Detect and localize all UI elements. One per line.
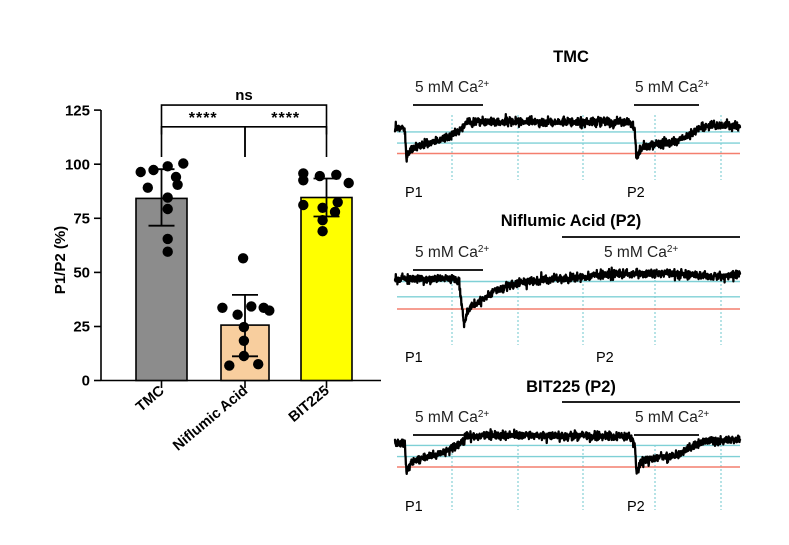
svg-text:5 mM Ca2+: 5 mM Ca2+ <box>635 79 709 97</box>
svg-text:Niflumic Acid (P2): Niflumic Acid (P2) <box>501 212 642 230</box>
svg-text:5 mM Ca2+: 5 mM Ca2+ <box>604 244 678 262</box>
svg-text:Niflumic Acid: Niflumic Acid <box>170 383 251 454</box>
svg-text:TMC: TMC <box>133 382 168 415</box>
svg-text:P1: P1 <box>405 185 423 201</box>
svg-text:ns: ns <box>235 87 253 104</box>
svg-text:BIT225 (P2): BIT225 (P2) <box>526 378 616 396</box>
svg-text:5 mM Ca2+: 5 mM Ca2+ <box>415 79 489 97</box>
svg-text:5 mM Ca2+: 5 mM Ca2+ <box>415 409 489 427</box>
svg-text:****: **** <box>189 110 218 127</box>
svg-text:125: 125 <box>65 103 90 120</box>
svg-text:0: 0 <box>82 373 90 390</box>
svg-text:5 mM Ca2+: 5 mM Ca2+ <box>635 409 709 427</box>
svg-text:25: 25 <box>73 319 90 336</box>
svg-text:P2: P2 <box>596 350 614 366</box>
svg-text:P1: P1 <box>405 350 423 366</box>
svg-text:P1: P1 <box>405 499 423 515</box>
svg-text:****: **** <box>271 110 300 127</box>
svg-text:P2: P2 <box>627 499 645 515</box>
svg-text:5 mM Ca2+: 5 mM Ca2+ <box>415 244 489 262</box>
svg-text:P2: P2 <box>627 185 645 201</box>
svg-text:50: 50 <box>73 265 90 282</box>
svg-text:BIT225: BIT225 <box>286 383 333 426</box>
svg-text:TMC: TMC <box>553 48 589 66</box>
svg-text:100: 100 <box>65 157 90 174</box>
svg-text:P1/P2 (%): P1/P2 (%) <box>52 226 69 294</box>
svg-text:75: 75 <box>73 211 90 228</box>
